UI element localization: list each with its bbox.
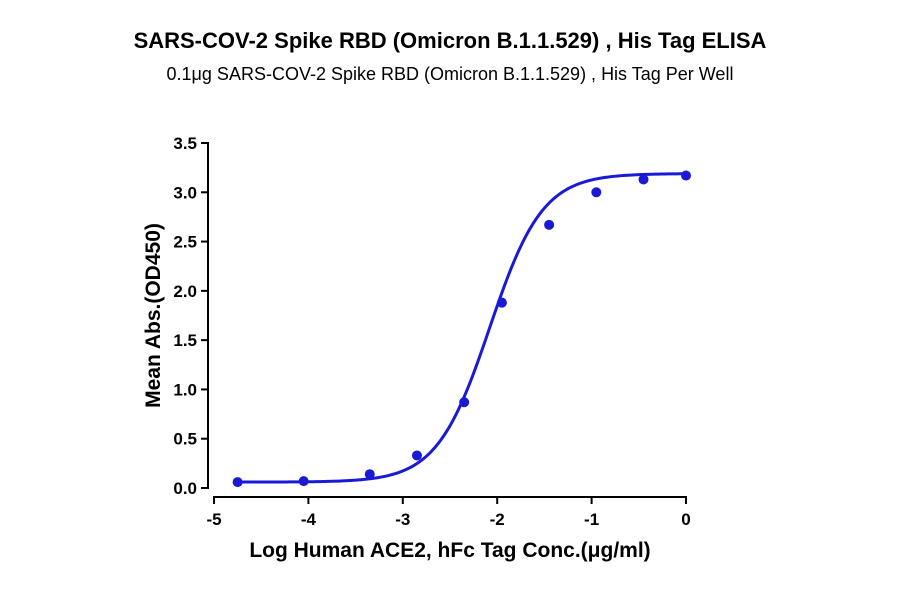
data-point [496,297,507,308]
y-tick-label: 1.0 [173,380,197,399]
y-tick-label: 0.0 [173,479,197,498]
y-tick-label: 2.5 [173,233,197,252]
y-tick-label: 3.0 [173,183,197,202]
data-points [232,170,691,488]
data-point [459,397,470,408]
x-tick-label: -1 [584,510,599,529]
chart-subtitle: 0.1μg SARS-COV-2 Spike RBD (Omicron B.1.… [166,64,734,84]
data-point [544,219,555,230]
y-tick-label: 1.5 [173,331,197,350]
y-tick-label: 0.5 [173,430,197,449]
data-point [298,476,309,487]
axes: 0.0 0.5 1.0 1.5 2.0 2.5 3.0 3.5 -5 -4 -3 -2 -1 0 [173,134,690,529]
x-tick-label: -4 [301,510,317,529]
x-tick-label: 0 [681,510,690,529]
data-point [232,477,243,488]
y-tick-label: 2.0 [173,282,197,301]
x-axis-title: Log Human ACE2, hFc Tag Conc.(μg/ml) [249,539,650,562]
data-point [411,450,422,461]
data-point [638,174,649,185]
data-point [364,469,375,480]
x-tick-label: -3 [395,510,410,529]
y-axis-title: Mean Abs.(OD450) [142,223,165,408]
y-tick-label: 3.5 [173,134,197,153]
x-tick-label: -5 [206,510,221,529]
chart-title: SARS-COV-2 Spike RBD (Omicron B.1.1.529)… [133,28,767,53]
data-point [681,170,691,181]
data-point [591,187,602,198]
fit-curve [237,172,687,484]
x-tick-label: -2 [490,510,505,529]
